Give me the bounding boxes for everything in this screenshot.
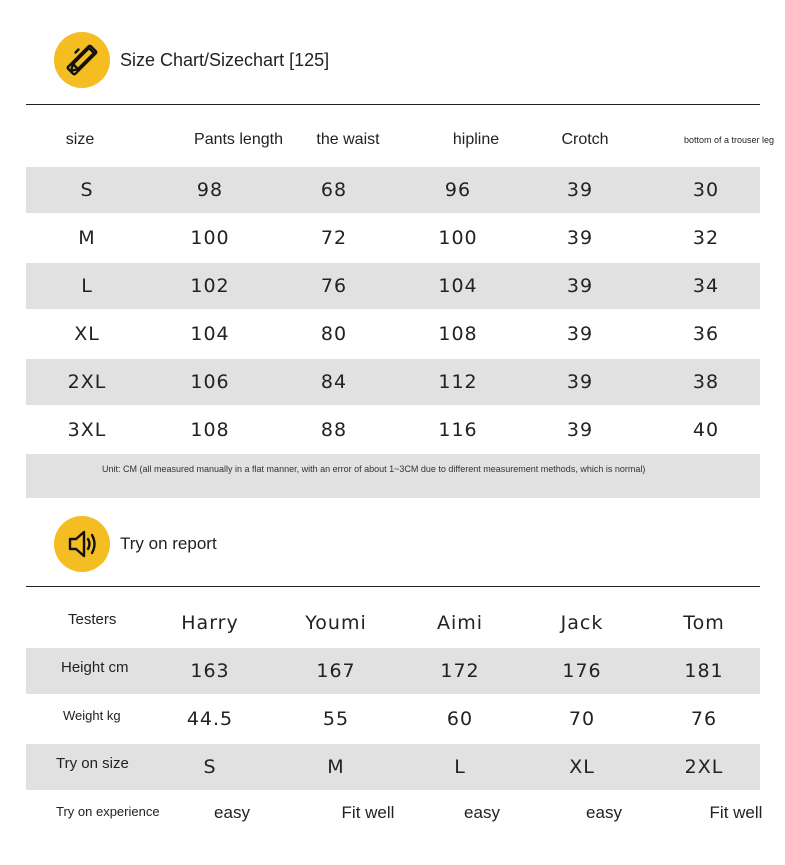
table-cell: easy <box>214 803 250 822</box>
table-cell: 55 <box>322 708 350 730</box>
table-cell: 32 <box>692 227 720 249</box>
table-row: Try on experience easy Fit well easy eas… <box>26 790 762 836</box>
table-cell: M <box>327 756 345 778</box>
table-cell: Fit well <box>709 803 763 822</box>
table-row: L 102 76 104 39 34 <box>26 263 760 309</box>
table-cell: 44.5 <box>186 708 234 730</box>
row-label: Try on experience <box>56 803 160 819</box>
table-cell: 39 <box>566 371 594 393</box>
table-cell: 76 <box>320 275 348 297</box>
table-cell: 108 <box>438 323 478 345</box>
unit-note: Unit: CM (all measured manually in a fla… <box>26 454 760 498</box>
table-cell: 100 <box>190 227 230 249</box>
speaker-icon <box>54 516 110 572</box>
tester-name: Youmi <box>305 612 367 634</box>
column-header: size <box>65 131 95 148</box>
table-cell: S <box>80 179 94 201</box>
table-cell: 39 <box>566 179 594 201</box>
table-cell: 2XL <box>67 371 107 393</box>
tester-name: Aimi <box>436 612 484 634</box>
table-cell: 39 <box>566 419 594 441</box>
table-row: 2XL 106 84 112 39 38 <box>26 359 760 405</box>
table-cell: 102 <box>190 275 230 297</box>
table-cell: 36 <box>692 323 720 345</box>
column-header: the waist <box>316 131 380 148</box>
ruler-pencil-icon <box>54 32 110 88</box>
table-cell: 2XL <box>684 756 724 778</box>
table-cell: 76 <box>690 708 718 730</box>
table-row: S 98 68 96 39 30 <box>26 167 760 213</box>
column-header: Crotch <box>561 131 609 148</box>
table-cell: 176 <box>562 660 602 682</box>
table-cell: M <box>78 227 96 249</box>
table-cell: 104 <box>190 323 230 345</box>
table-cell: 96 <box>444 179 472 201</box>
column-header: Pants length <box>194 131 283 148</box>
table-cell: 108 <box>190 419 230 441</box>
size-chart-title: Size Chart/Sizechart [125] <box>120 49 330 70</box>
table-cell: XL <box>569 756 595 778</box>
table-cell: 39 <box>566 275 594 297</box>
table-cell: 116 <box>438 419 478 441</box>
try-on-header: Try on report <box>54 516 217 572</box>
column-header: Testers <box>68 610 117 628</box>
table-cell: L <box>454 756 466 778</box>
table-cell: 167 <box>316 660 356 682</box>
table-cell: 38 <box>692 371 720 393</box>
table-cell: 80 <box>320 323 348 345</box>
tester-name: Harry <box>181 612 239 634</box>
table-cell: 30 <box>692 179 720 201</box>
table-cell: XL <box>74 323 100 345</box>
table-cell: L <box>81 275 93 297</box>
table-cell: S <box>203 756 217 778</box>
table-cell: 181 <box>684 660 724 682</box>
table-cell: 72 <box>320 227 348 249</box>
table-cell: 112 <box>438 371 478 393</box>
divider <box>26 104 760 105</box>
table-row: 3XL 108 88 116 39 40 <box>26 407 760 453</box>
table-cell: 163 <box>190 660 230 682</box>
table-cell: 84 <box>320 371 348 393</box>
unit-note-text: Unit: CM (all measured manually in a fla… <box>102 464 646 474</box>
column-header: hipline <box>452 131 500 148</box>
try-on-title: Try on report <box>120 534 217 553</box>
row-label: Try on size <box>56 754 129 772</box>
table-cell: 60 <box>446 708 474 730</box>
table-cell: Fit well <box>341 803 395 822</box>
row-label: Height cm <box>61 658 129 676</box>
table-cell: 34 <box>692 275 720 297</box>
table-cell: 106 <box>190 371 230 393</box>
table-row: Height cm 163 167 172 176 181 <box>26 648 760 694</box>
table-cell: 98 <box>196 179 224 201</box>
table-cell: 88 <box>320 419 348 441</box>
table-cell: 68 <box>320 179 348 201</box>
size-chart-header-row: size Pants length the waist hipline Crot… <box>26 117 774 163</box>
try-on-header-row: Testers Harry Youmi Aimi Jack Tom <box>26 600 760 646</box>
size-chart-header: Size Chart/Sizechart [125] <box>54 32 329 88</box>
table-row: M 100 72 100 39 32 <box>26 215 760 261</box>
table-cell: 172 <box>440 660 480 682</box>
tester-name: Tom <box>683 612 725 634</box>
table-row: XL 104 80 108 39 36 <box>26 311 760 357</box>
table-cell: 100 <box>438 227 478 249</box>
tester-name: Jack <box>560 612 604 634</box>
table-cell: 39 <box>566 323 594 345</box>
table-cell: easy <box>586 803 622 822</box>
row-label: Weight kg <box>63 707 121 723</box>
table-cell: easy <box>464 803 500 822</box>
column-header: bottom of a trouser leg <box>684 134 775 145</box>
table-cell: 70 <box>568 708 596 730</box>
table-row: Try on size S M L XL 2XL <box>26 744 760 790</box>
divider <box>26 586 760 587</box>
table-cell: 3XL <box>67 419 107 441</box>
table-row: Weight kg 44.5 55 60 70 76 <box>26 696 760 742</box>
table-cell: 104 <box>438 275 478 297</box>
table-cell: 40 <box>692 419 720 441</box>
table-cell: 39 <box>566 227 594 249</box>
